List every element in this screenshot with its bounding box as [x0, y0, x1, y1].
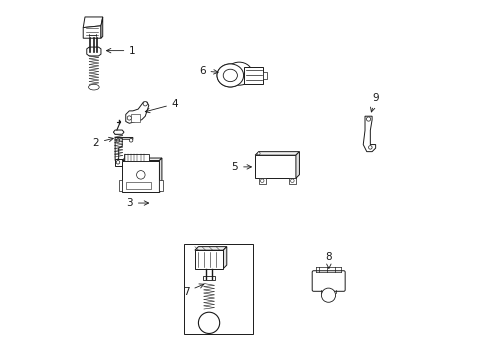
Circle shape [116, 161, 120, 164]
Polygon shape [115, 138, 133, 161]
Polygon shape [86, 47, 101, 56]
Ellipse shape [88, 84, 99, 90]
Ellipse shape [223, 69, 237, 82]
Bar [195, 250, 223, 269]
Bar [115, 159, 140, 166]
Ellipse shape [217, 64, 243, 87]
Ellipse shape [223, 69, 237, 82]
Text: 8: 8 [325, 252, 331, 269]
Circle shape [260, 179, 264, 183]
Circle shape [257, 152, 260, 155]
Text: 3: 3 [126, 198, 148, 208]
Bar [258, 178, 265, 184]
Circle shape [129, 161, 133, 164]
Text: 1: 1 [106, 46, 136, 56]
Circle shape [116, 139, 120, 142]
Text: 7: 7 [183, 284, 203, 297]
Bar [124, 154, 148, 161]
Circle shape [198, 312, 219, 333]
Circle shape [127, 116, 131, 120]
Circle shape [368, 145, 371, 149]
Polygon shape [113, 130, 124, 134]
Polygon shape [255, 152, 299, 155]
FancyBboxPatch shape [311, 271, 345, 291]
Ellipse shape [225, 62, 252, 85]
Polygon shape [223, 247, 226, 269]
Bar [122, 161, 159, 192]
Bar [184, 244, 253, 334]
Circle shape [143, 102, 147, 106]
Bar [263, 72, 266, 79]
Text: 2: 2 [92, 137, 113, 148]
Bar [131, 114, 140, 122]
Polygon shape [83, 17, 102, 28]
Bar [288, 178, 295, 184]
Text: 6: 6 [199, 66, 218, 76]
Ellipse shape [217, 64, 243, 87]
Circle shape [136, 171, 145, 179]
Circle shape [290, 179, 293, 183]
Polygon shape [83, 26, 101, 38]
Bar [203, 276, 214, 280]
Bar [159, 180, 163, 191]
Polygon shape [122, 158, 162, 161]
Circle shape [321, 288, 335, 302]
Bar [119, 180, 122, 191]
Polygon shape [295, 152, 299, 178]
Text: 9: 9 [370, 93, 378, 112]
Circle shape [129, 139, 133, 142]
Polygon shape [125, 102, 148, 123]
Bar [255, 155, 295, 178]
Bar [125, 182, 150, 189]
Text: 5: 5 [231, 162, 251, 172]
Bar [244, 67, 263, 84]
Polygon shape [101, 17, 102, 38]
Text: 4: 4 [145, 99, 178, 113]
Circle shape [366, 117, 370, 121]
Polygon shape [363, 116, 375, 152]
Polygon shape [159, 158, 162, 192]
Polygon shape [195, 247, 226, 250]
